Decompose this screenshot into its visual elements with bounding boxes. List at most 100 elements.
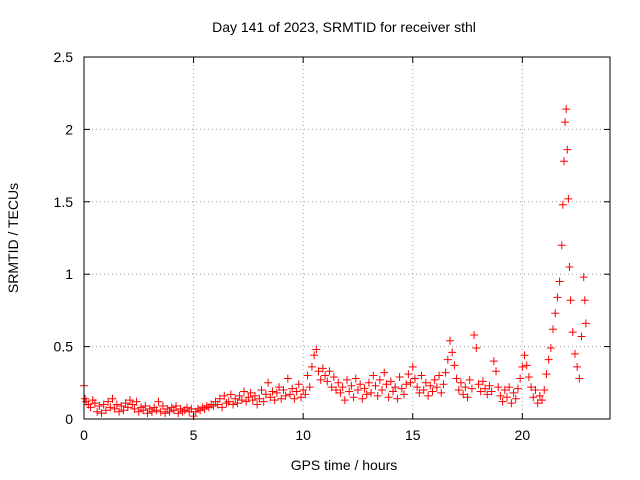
data-point-marker (294, 380, 303, 389)
data-point-marker (250, 391, 259, 400)
data-point-marker (437, 388, 446, 397)
data-point-marker (454, 386, 463, 395)
data-point-marker (290, 394, 299, 403)
data-point-marker (568, 328, 577, 337)
data-point-marker (353, 386, 362, 395)
data-point-marker (239, 387, 248, 396)
data-point-marker (529, 393, 538, 402)
data-points (80, 105, 590, 421)
data-point-marker (474, 380, 483, 389)
data-point-marker (272, 388, 281, 397)
data-point-marker (443, 355, 452, 364)
data-point-marker (112, 400, 121, 409)
data-point-marker (522, 361, 531, 370)
y-tick-label: 2.5 (54, 49, 74, 65)
data-point-marker (108, 394, 117, 403)
data-point-marker (435, 371, 444, 380)
x-tick-label: 15 (405, 427, 421, 443)
data-point-marker (509, 388, 518, 397)
data-point-marker (248, 396, 257, 405)
data-point-marker (492, 367, 501, 376)
data-point-marker (231, 394, 240, 403)
plot-frame (83, 56, 611, 420)
data-point-marker (507, 399, 516, 408)
data-point-marker (183, 403, 192, 412)
data-point-marker (235, 391, 244, 400)
data-point-marker (424, 391, 433, 400)
data-point-marker (90, 399, 99, 408)
data-point-marker (421, 378, 430, 387)
data-point-marker (531, 386, 540, 395)
data-point-marker (367, 388, 376, 397)
data-point-marker (389, 387, 398, 396)
data-point-marker (218, 403, 227, 412)
data-point-marker (154, 397, 163, 406)
data-point-marker (117, 401, 126, 410)
data-point-marker (450, 361, 459, 370)
data-point-marker (327, 383, 336, 392)
data-point-marker (351, 374, 360, 383)
x-tick-label: 5 (190, 427, 198, 443)
data-point-marker (303, 371, 312, 380)
data-point-marker (347, 381, 356, 390)
data-point-marker (292, 387, 301, 396)
data-point-marker (86, 403, 95, 412)
data-point-marker (209, 401, 218, 410)
data-point-marker (334, 378, 343, 387)
data-point-marker (373, 391, 382, 400)
data-point-marker (564, 194, 573, 203)
data-point-marker (264, 378, 273, 387)
data-point-marker (415, 388, 424, 397)
y-tick-label: 2 (65, 121, 73, 137)
data-point-marker (288, 384, 297, 393)
data-point-marker (463, 393, 472, 402)
data-point-marker (332, 386, 341, 395)
data-point-marker (257, 386, 266, 395)
data-point-marker (417, 371, 426, 380)
data-point-marker (472, 344, 481, 353)
data-point-marker (110, 404, 119, 413)
data-point-marker (246, 388, 255, 397)
data-point-marker (224, 397, 233, 406)
data-point-marker (174, 409, 183, 418)
data-point-marker (121, 399, 130, 408)
data-point-marker (481, 384, 490, 393)
data-point-marker (573, 362, 582, 371)
data-point-marker (456, 378, 465, 387)
data-point-marker (439, 380, 448, 389)
data-point-marker (483, 390, 492, 399)
data-point-marker (169, 406, 178, 415)
data-point-marker (283, 374, 292, 383)
data-point-marker (542, 370, 551, 379)
data-point-marker (557, 241, 566, 250)
data-point-marker (329, 373, 338, 382)
data-point-marker (371, 381, 380, 390)
data-point-marker (391, 383, 400, 392)
data-point-marker (489, 357, 498, 366)
data-point-marker (494, 383, 503, 392)
data-point-marker (345, 387, 354, 396)
grid-lines (84, 57, 610, 419)
data-point-marker (277, 394, 286, 403)
data-point-marker (323, 377, 332, 386)
data-point-marker (119, 406, 128, 415)
data-point-marker (380, 368, 389, 377)
data-point-marker (467, 384, 476, 393)
data-point-marker (134, 407, 143, 416)
data-point-marker (544, 355, 553, 364)
data-point-marker (143, 409, 152, 418)
data-point-marker (410, 374, 419, 383)
data-point-marker (242, 397, 251, 406)
data-point-marker (93, 407, 102, 416)
data-point-marker (432, 383, 441, 392)
data-point-marker (139, 406, 148, 415)
data-point-marker (172, 401, 181, 410)
data-point-marker (279, 386, 288, 395)
data-point-marker (165, 407, 174, 416)
data-point-marker (161, 409, 170, 418)
data-point-marker (478, 377, 487, 386)
data-point-marker (286, 390, 295, 399)
data-point-marker (270, 396, 279, 405)
